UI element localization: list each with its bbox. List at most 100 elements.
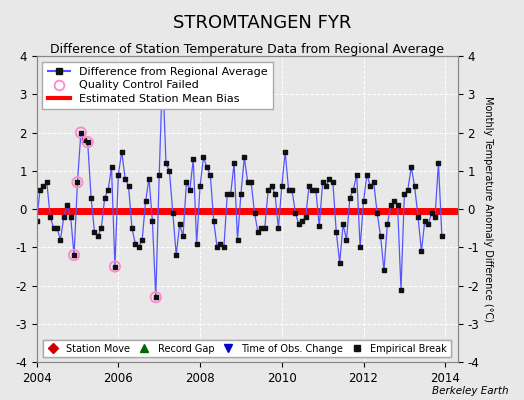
Point: [230, 160, 238, 166]
Point: [319, 179, 327, 186]
Point: [162, 160, 170, 166]
Point: [210, 218, 218, 224]
Point: [376, 233, 385, 239]
Point: [56, 236, 64, 243]
Point: [240, 154, 248, 161]
Point: [42, 179, 51, 186]
Point: [77, 129, 85, 136]
Point: [151, 294, 160, 300]
Point: [260, 225, 269, 232]
Text: STROMTANGEN FYR: STROMTANGEN FYR: [173, 14, 351, 32]
Point: [267, 183, 276, 189]
Point: [285, 187, 293, 193]
Point: [254, 229, 262, 235]
Point: [431, 214, 439, 220]
Point: [182, 179, 191, 186]
Point: [94, 233, 102, 239]
Point: [329, 179, 337, 186]
Point: [342, 236, 351, 243]
Point: [281, 148, 289, 155]
Point: [63, 202, 71, 208]
Point: [124, 183, 133, 189]
Point: [369, 179, 378, 186]
Point: [111, 263, 119, 270]
Point: [308, 187, 316, 193]
Point: [274, 225, 282, 232]
Point: [172, 252, 180, 258]
Point: [107, 164, 116, 170]
Point: [387, 202, 395, 208]
Point: [257, 225, 266, 232]
Point: [359, 198, 368, 205]
Point: [383, 221, 391, 228]
Point: [131, 240, 139, 247]
Point: [322, 183, 330, 189]
Point: [301, 214, 310, 220]
Title: Difference of Station Temperature Data from Regional Average: Difference of Station Temperature Data f…: [50, 43, 444, 56]
Point: [335, 260, 344, 266]
Point: [67, 214, 75, 220]
Point: [421, 218, 429, 224]
Point: [414, 214, 422, 220]
Point: [363, 172, 371, 178]
Point: [428, 210, 436, 216]
Point: [83, 139, 92, 145]
Point: [87, 194, 95, 201]
Point: [104, 187, 112, 193]
Point: [353, 172, 361, 178]
Point: [346, 194, 354, 201]
Point: [332, 229, 341, 235]
Y-axis label: Monthly Temperature Anomaly Difference (°C): Monthly Temperature Anomaly Difference (…: [483, 96, 493, 322]
Point: [203, 164, 211, 170]
Point: [390, 198, 398, 205]
Point: [288, 187, 296, 193]
Point: [70, 252, 78, 258]
Point: [141, 198, 150, 205]
Point: [278, 183, 286, 189]
Point: [165, 168, 173, 174]
Point: [312, 187, 320, 193]
Point: [155, 172, 163, 178]
Point: [403, 187, 412, 193]
Point: [397, 286, 405, 293]
Point: [233, 236, 242, 243]
Point: [349, 187, 357, 193]
Point: [158, 68, 167, 74]
Point: [145, 175, 153, 182]
Point: [237, 191, 245, 197]
Point: [117, 148, 126, 155]
Point: [135, 244, 143, 251]
Point: [400, 191, 409, 197]
Point: [73, 179, 82, 186]
Point: [339, 221, 347, 228]
Point: [220, 244, 228, 251]
Point: [434, 160, 443, 166]
Point: [315, 223, 323, 230]
Point: [176, 221, 184, 228]
Point: [39, 183, 48, 189]
Point: [325, 175, 334, 182]
Point: [46, 214, 54, 220]
Point: [83, 139, 92, 145]
Point: [101, 194, 109, 201]
Point: [223, 191, 232, 197]
Point: [417, 248, 425, 254]
Point: [80, 137, 89, 144]
Point: [128, 225, 136, 232]
Point: [73, 179, 82, 186]
Point: [32, 218, 41, 224]
Point: [138, 236, 146, 243]
Point: [90, 229, 99, 235]
Point: [380, 267, 388, 274]
Point: [271, 191, 279, 197]
Point: [169, 210, 177, 216]
Point: [373, 210, 381, 216]
Point: [244, 179, 252, 186]
Point: [111, 263, 119, 270]
Point: [199, 154, 208, 161]
Point: [294, 221, 303, 228]
Point: [291, 210, 300, 216]
Point: [185, 187, 194, 193]
Point: [264, 187, 272, 193]
Point: [250, 210, 259, 216]
